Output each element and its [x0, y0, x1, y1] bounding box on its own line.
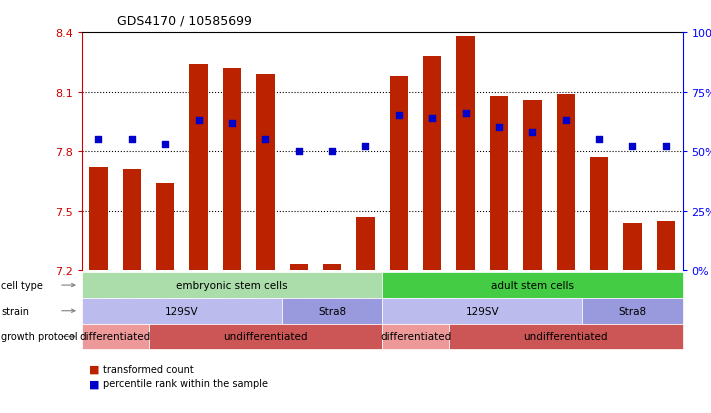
Text: 129SV: 129SV [165, 306, 198, 316]
Point [560, 118, 572, 124]
Text: growth protocol: growth protocol [1, 332, 78, 342]
Point [427, 115, 438, 122]
Point [627, 144, 638, 150]
Text: Stra8: Stra8 [318, 306, 346, 316]
Bar [557, 95, 575, 271]
Text: embryonic stem cells: embryonic stem cells [176, 280, 288, 290]
Bar [657, 221, 675, 271]
Bar [289, 265, 308, 271]
Text: cell type: cell type [1, 280, 43, 290]
Point [460, 111, 471, 117]
Bar [523, 100, 542, 271]
Text: ■: ■ [89, 378, 100, 388]
Point [360, 144, 371, 150]
Bar [223, 69, 241, 271]
Point [159, 141, 171, 148]
Text: GDS4170 / 10585699: GDS4170 / 10585699 [117, 14, 252, 27]
Point [493, 125, 505, 131]
Bar [490, 96, 508, 271]
Bar [123, 170, 141, 271]
Text: 129SV: 129SV [466, 306, 499, 316]
Point [226, 120, 237, 127]
Point [260, 137, 271, 143]
Point [126, 137, 137, 143]
Bar [423, 57, 442, 271]
Bar [156, 183, 174, 271]
Bar [256, 75, 274, 271]
Text: Stra8: Stra8 [619, 306, 646, 316]
Point [527, 130, 538, 136]
Text: percentile rank within the sample: percentile rank within the sample [103, 378, 268, 388]
Bar [390, 76, 408, 271]
Text: strain: strain [1, 306, 29, 316]
Point [594, 137, 605, 143]
Bar [323, 265, 341, 271]
Text: differentiated: differentiated [80, 332, 151, 342]
Point [661, 144, 672, 150]
Point [92, 137, 104, 143]
Bar [590, 158, 609, 271]
Bar [624, 223, 641, 271]
Point [293, 149, 304, 155]
Text: undifferentiated: undifferentiated [523, 332, 608, 342]
Bar [456, 37, 475, 271]
Text: differentiated: differentiated [380, 332, 451, 342]
Text: transformed count: transformed count [103, 364, 194, 374]
Point [393, 113, 405, 119]
Bar [356, 217, 375, 271]
Bar [189, 65, 208, 271]
Point [326, 149, 338, 155]
Point [193, 118, 204, 124]
Text: undifferentiated: undifferentiated [223, 332, 308, 342]
Bar [90, 168, 107, 271]
Text: adult stem cells: adult stem cells [491, 280, 574, 290]
Text: ■: ■ [89, 364, 100, 374]
